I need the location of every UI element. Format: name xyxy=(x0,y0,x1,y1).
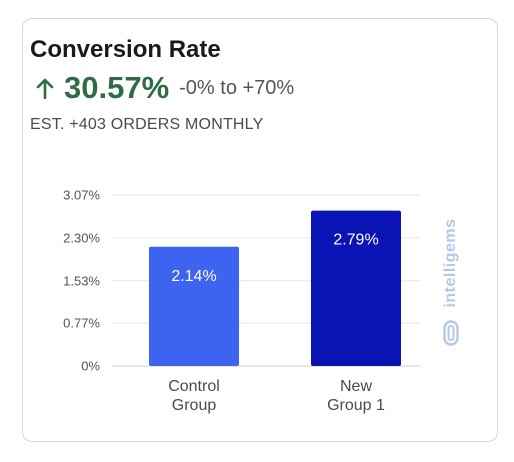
bar-value-label: 2.14% xyxy=(171,268,216,285)
watermark-text: intelligems xyxy=(442,218,459,308)
intelligems-logo-icon xyxy=(443,320,459,346)
conversion-rate-card xyxy=(22,18,498,442)
intelligems-watermark: intelligems xyxy=(436,218,466,348)
x-category-label: New Group 1 xyxy=(327,378,385,414)
card-title: Conversion Rate xyxy=(30,36,221,63)
y-tick-label: 2.30% xyxy=(63,230,100,245)
estimated-orders-text: EST. +403 ORDERS MONTHLY xyxy=(30,116,264,133)
y-tick-label: 3.07% xyxy=(63,188,100,203)
lift-value: 30.57% xyxy=(64,70,170,105)
bar xyxy=(311,210,401,366)
bar-value-label: 2.79% xyxy=(333,232,378,249)
lift-summary: 30.57% -0% to +70% xyxy=(36,68,294,108)
y-tick-label: 0.77% xyxy=(63,316,100,331)
y-tick-label: 0% xyxy=(81,359,100,374)
x-category-label: Control Group xyxy=(168,378,220,414)
y-tick-label: 1.53% xyxy=(63,273,100,288)
lift-range: -0% to +70% xyxy=(179,76,295,99)
bar xyxy=(149,246,239,366)
arrow-up-icon xyxy=(36,78,54,99)
